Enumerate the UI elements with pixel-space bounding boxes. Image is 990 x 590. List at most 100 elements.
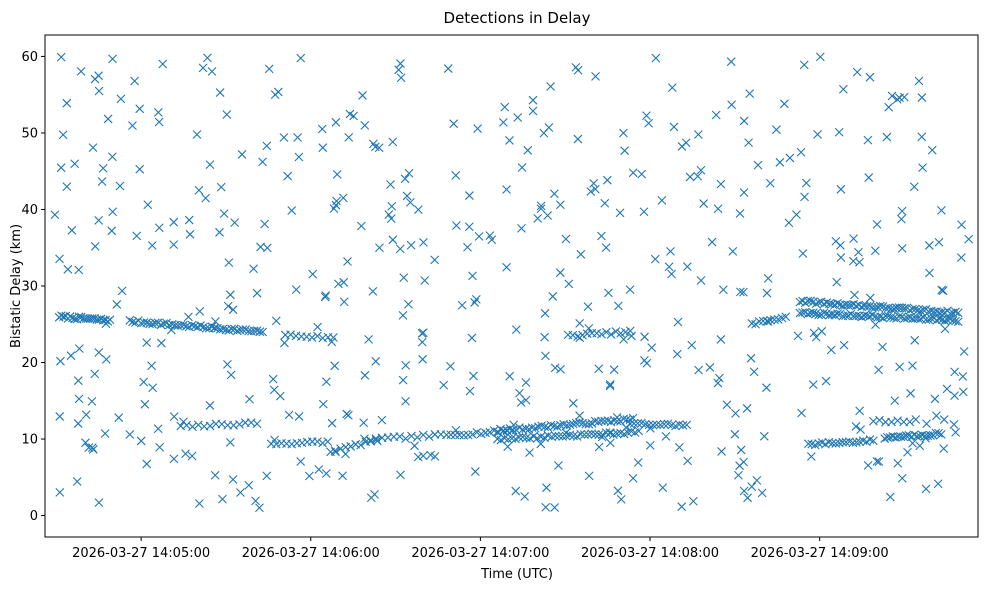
detection-point — [132, 231, 142, 241]
detection-point — [509, 420, 519, 430]
detection-point — [94, 348, 104, 357]
detection-point — [329, 204, 339, 213]
detection-point — [371, 356, 381, 366]
detection-point — [158, 59, 168, 69]
detection-point — [658, 483, 668, 492]
detection-point — [237, 150, 247, 159]
detection-point — [765, 178, 775, 188]
detection-point — [885, 492, 895, 502]
detection-point — [135, 104, 145, 114]
detection-point — [332, 169, 342, 179]
detection-point — [515, 388, 524, 398]
detection-point — [811, 309, 821, 318]
detection-point — [258, 157, 267, 167]
detection-point — [841, 311, 850, 321]
y-tick-label: 30 — [21, 280, 38, 295]
detection-point — [108, 54, 117, 64]
detection-point — [894, 311, 904, 321]
detection-point — [886, 312, 896, 322]
detection-point — [136, 436, 146, 446]
detection-point — [187, 320, 197, 330]
detection-point — [107, 152, 117, 162]
detection-point — [742, 404, 752, 413]
detection-point — [807, 439, 817, 449]
detection-point — [937, 307, 947, 317]
detection-point — [646, 424, 655, 433]
detection-point — [836, 253, 846, 262]
detection-point — [870, 246, 880, 256]
detection-point — [525, 448, 534, 457]
detection-point — [667, 83, 677, 93]
detection-point — [730, 429, 740, 439]
detection-point — [682, 262, 692, 272]
detection-point — [528, 106, 538, 116]
detection-point — [260, 219, 270, 229]
detection-point — [230, 218, 240, 227]
detection-point — [813, 129, 822, 139]
detection-point — [114, 413, 124, 423]
detection-point — [148, 319, 157, 329]
detection-point — [499, 117, 508, 127]
detection-point — [927, 145, 937, 155]
detection-point — [511, 325, 521, 335]
detection-point — [410, 441, 419, 451]
detection-point — [734, 470, 743, 480]
detection-point — [863, 461, 873, 470]
detection-point — [235, 420, 244, 429]
detection-point — [153, 108, 163, 117]
detection-point — [222, 110, 232, 119]
detection-point — [404, 168, 414, 178]
detection-point — [314, 465, 324, 474]
detection-point — [318, 143, 328, 153]
detection-point — [443, 64, 453, 73]
detection-point — [911, 415, 921, 424]
detection-point — [587, 429, 596, 439]
detection-point — [398, 375, 408, 385]
detection-point — [72, 477, 82, 486]
detection-point — [950, 391, 959, 401]
detection-point — [926, 314, 936, 324]
detection-point — [625, 326, 635, 336]
detection-point — [745, 89, 755, 99]
detection-point — [667, 269, 676, 279]
detection-point — [287, 206, 297, 215]
detection-point — [597, 231, 606, 241]
detection-point — [179, 320, 188, 330]
detection-point — [633, 418, 643, 428]
detection-point — [940, 308, 950, 317]
detection-point — [749, 367, 759, 377]
detection-point — [924, 241, 934, 250]
detection-point — [548, 292, 558, 301]
detection-point — [366, 493, 376, 503]
detection-point — [640, 419, 650, 429]
detection-point — [98, 163, 108, 173]
detection-point — [147, 241, 157, 250]
detection-point — [675, 442, 684, 452]
detection-point — [800, 298, 810, 308]
detection-point — [600, 198, 610, 208]
detection-point — [884, 311, 893, 321]
detection-point — [851, 422, 861, 431]
detection-point — [205, 401, 215, 410]
detection-point — [666, 246, 675, 256]
detection-point — [402, 191, 412, 201]
detection-point — [800, 192, 809, 202]
detection-point — [550, 363, 560, 373]
detection-point — [628, 168, 638, 178]
detection-point — [318, 399, 328, 409]
detection-point — [647, 343, 657, 353]
detection-point — [360, 434, 369, 444]
detection-point — [751, 319, 760, 329]
detection-point — [605, 381, 615, 391]
y-tick-label: 40 — [21, 203, 38, 218]
detection-point — [711, 110, 721, 120]
detection-point — [921, 433, 930, 443]
detection-point — [62, 182, 72, 192]
detection-point — [296, 457, 306, 466]
detection-point — [396, 470, 405, 480]
detection-point — [604, 288, 613, 298]
detection-point — [770, 315, 779, 324]
detection-point — [360, 370, 370, 380]
detection-point — [81, 438, 90, 448]
detection-point — [430, 255, 440, 265]
